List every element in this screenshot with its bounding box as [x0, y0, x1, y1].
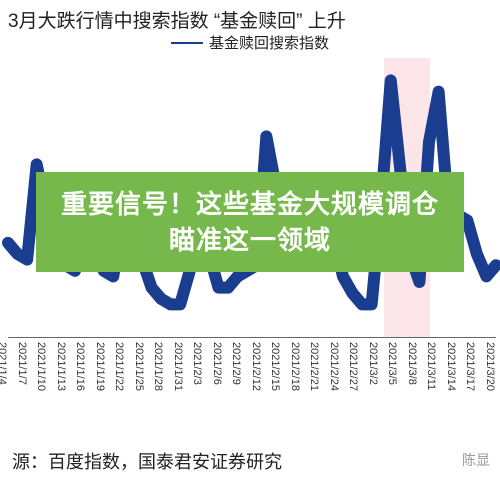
x-tick-label: 2021/2/9 — [230, 342, 242, 385]
chart-title: 3月大跌行情中搜索指数 “基金赎回” 上升 — [8, 6, 346, 33]
x-axis-labels: 2021/1/42021/1/72021/1/102021/1/132021/1… — [8, 338, 496, 394]
x-tick-label: 2021/3/11 — [425, 342, 437, 390]
x-tick-label: 2021/3/8 — [406, 342, 418, 385]
legend-label: 基金赎回搜索指数 — [209, 32, 329, 53]
x-tick-label: 2021/1/19 — [94, 342, 106, 391]
x-tick-label: 2021/1/4 — [0, 342, 8, 385]
x-tick-label: 2021/2/18 — [289, 342, 301, 391]
x-tick-label: 2021/1/25 — [133, 342, 145, 391]
legend: 基金赎回搜索指数 — [171, 32, 329, 53]
source-text: 源：百度指数，国泰君安证券研究 — [12, 448, 282, 474]
x-tick-label: 2021/1/31 — [172, 342, 184, 391]
x-tick-label: 2021/2/21 — [308, 342, 320, 391]
x-tick-label: 2021/1/16 — [74, 342, 86, 391]
x-tick-label: 2021/1/10 — [35, 342, 47, 391]
x-tick-label: 2021/3/17 — [464, 342, 476, 391]
x-tick-label: 2021/2/15 — [269, 342, 281, 391]
x-tick-label: 2021/3/14 — [445, 342, 457, 391]
x-tick-label: 2021/1/22 — [113, 342, 125, 391]
x-tick-label: 2021/2/24 — [328, 342, 340, 391]
x-tick-label: 2021/3/20 — [484, 342, 496, 391]
x-tick-label: 2021/3/2 — [367, 342, 379, 385]
attribution-text: 陈显 — [462, 450, 490, 470]
x-tick-label: 2021/1/13 — [55, 342, 67, 391]
x-tick-label: 2021/1/7 — [16, 342, 28, 385]
x-tick-label: 2021/2/27 — [347, 342, 359, 391]
x-tick-label: 2021/1/28 — [152, 342, 164, 391]
headline-overlay: 重要信号！这些基金大规模调仓 瞄准这一领域 — [36, 172, 464, 272]
x-tick-label: 2021/2/3 — [191, 342, 203, 385]
x-tick-label: 2021/3/5 — [386, 342, 398, 385]
legend-line-icon — [171, 42, 203, 44]
x-tick-label: 2021/2/12 — [250, 342, 262, 391]
x-tick-label: 2021/2/6 — [211, 342, 223, 385]
